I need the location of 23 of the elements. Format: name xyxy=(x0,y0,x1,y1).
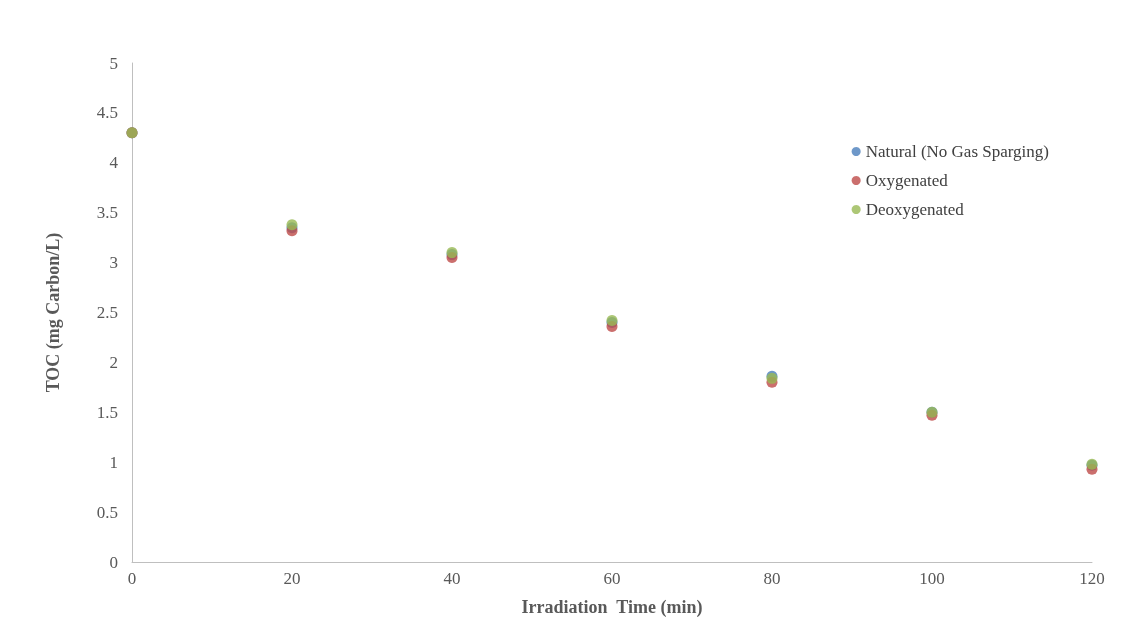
y-tick-label: 3 xyxy=(109,253,118,273)
y-axis-title: TOC (mg Carbon/L) xyxy=(43,232,64,393)
legend-label: Oxygenated xyxy=(865,171,949,190)
x-tick-label: 120 xyxy=(1079,569,1105,588)
y-tick-label: 1 xyxy=(109,452,118,472)
y-tick-label: 1.5 xyxy=(96,402,118,422)
x-tick-label: 40 xyxy=(443,569,461,588)
y-tick-label: 4.5 xyxy=(96,103,118,123)
y-tick-label: 0 xyxy=(109,552,118,572)
x-tick-label: 60 xyxy=(603,569,621,588)
x-tick-label: 80 xyxy=(763,569,781,588)
y-tick-label: 5 xyxy=(109,53,118,73)
x-tick-label: 20 xyxy=(283,569,301,588)
y-tick-label: 2.5 xyxy=(96,303,118,322)
y-tick-label: 2 xyxy=(109,352,118,372)
x-tick-label: 0 xyxy=(127,569,137,588)
x-tick-label: 100 xyxy=(919,569,945,588)
legend-label: Deoxygenated xyxy=(865,200,965,219)
y-tick-label: 0.5 xyxy=(96,502,118,522)
x-axis-title: Irradiation Time (min) xyxy=(521,597,703,618)
legend-label: Natural (No Gas Sparging) xyxy=(865,142,1049,161)
y-tick-label: 3.5 xyxy=(96,203,118,223)
y-tick-label: 4 xyxy=(109,153,119,173)
